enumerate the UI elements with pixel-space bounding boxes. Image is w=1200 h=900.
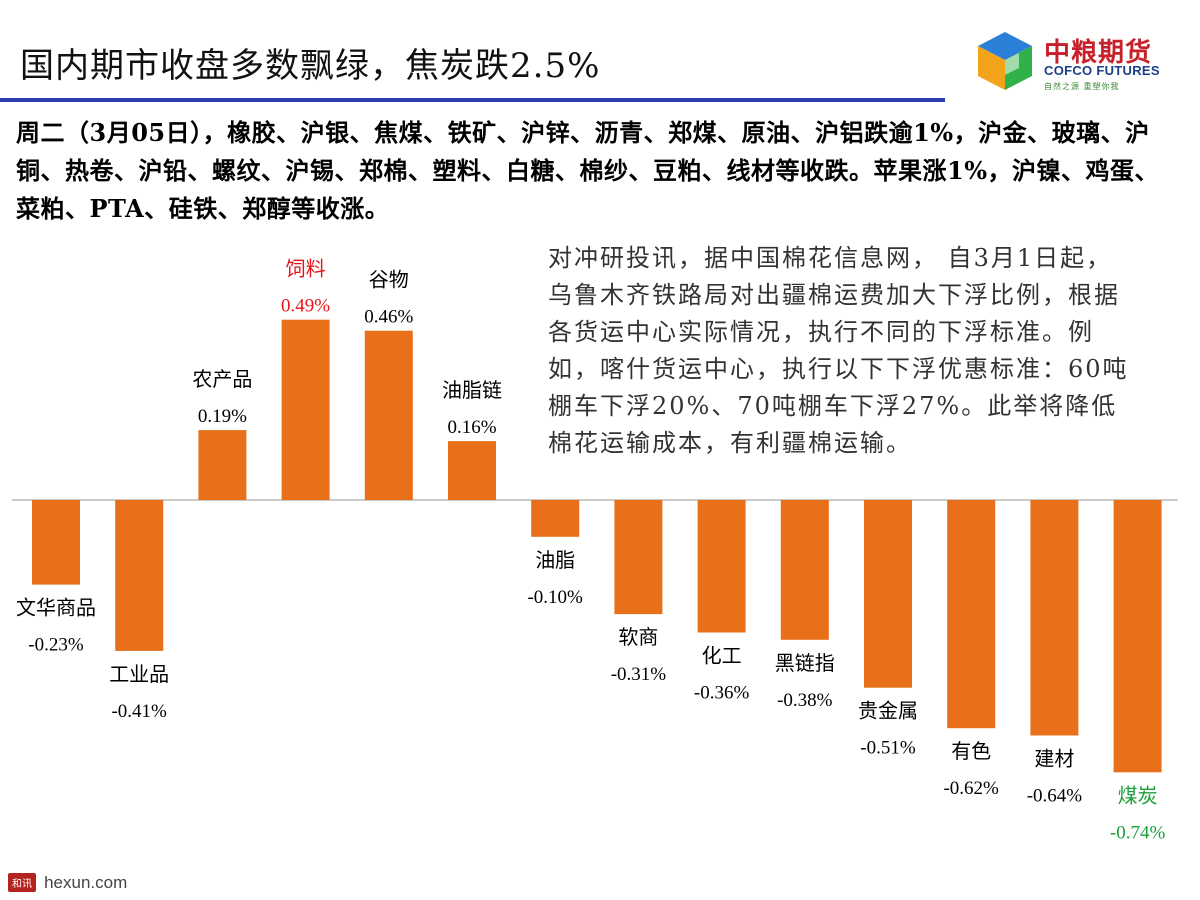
value-label: -0.36% <box>694 683 750 704</box>
category-label: 饲料 <box>286 257 326 281</box>
bar-建材 <box>1030 500 1079 736</box>
value-label: -0.64% <box>1027 786 1083 807</box>
bar-有色 <box>947 500 996 729</box>
value-label: -0.38% <box>777 690 833 711</box>
logo-slogan: 自然之源 重塑你我 <box>1044 82 1120 91</box>
category-label: 文华商品 <box>16 596 96 620</box>
value-label: 0.19% <box>198 406 247 427</box>
category-label: 油脂 <box>535 548 575 572</box>
category-label: 贵金属 <box>858 699 918 723</box>
cofco-logo: 中粮期货 COFCO FUTURES 自然之源 重塑你我 <box>972 28 1182 98</box>
logo-name-cn: 中粮期货 <box>1044 38 1153 68</box>
bar-油脂 <box>531 500 580 537</box>
bar-农产品 <box>198 430 247 500</box>
category-label: 建材 <box>1034 747 1074 771</box>
value-label: -0.51% <box>860 738 916 759</box>
bar-谷物 <box>364 330 413 500</box>
value-label: 0.49% <box>281 296 330 317</box>
bar-文华商品 <box>32 500 80 585</box>
category-label: 谷物 <box>369 268 409 292</box>
footer-watermark: 和讯 hexun.com <box>8 872 127 894</box>
hexun-mark-icon: 和讯 <box>8 873 36 892</box>
bar-贵金属 <box>864 500 912 688</box>
value-label: -0.10% <box>527 587 583 608</box>
category-label: 煤炭 <box>1118 783 1158 807</box>
category-label: 农产品 <box>192 367 252 391</box>
category-label: 油脂链 <box>442 378 502 402</box>
value-label: -0.41% <box>111 701 167 722</box>
bar-工业品 <box>115 500 164 651</box>
value-label: -0.31% <box>611 664 667 685</box>
bar-煤炭 <box>1113 500 1162 773</box>
bar-黑链指 <box>780 500 829 640</box>
logo-name-en: COFCO FUTURES <box>1044 63 1160 78</box>
bar-饲料 <box>281 319 330 500</box>
value-label: 0.16% <box>447 417 496 438</box>
category-label: 工业品 <box>109 662 169 686</box>
category-label: 黑链指 <box>775 651 835 675</box>
page-title: 国内期市收盘多数飘绿，焦炭跌2.5% <box>20 46 601 86</box>
category-label: 化工 <box>702 644 742 668</box>
category-label: 软商 <box>618 625 658 649</box>
category-label: 有色 <box>951 739 991 763</box>
news-text: 对冲研投讯，据中国棉花信息网， 自3月1日起，乌鲁木齐铁路局对出疆棉运费加大下浮… <box>548 244 1129 457</box>
cube-logo-icon <box>978 32 1032 90</box>
bar-软商 <box>614 500 663 615</box>
value-label: -0.74% <box>1110 822 1166 843</box>
value-label: -0.62% <box>943 778 999 799</box>
value-label: -0.23% <box>28 635 84 656</box>
footer-site: hexun.com <box>44 872 128 892</box>
market-summary: 周二（3月05日），橡胶、沪银、焦煤、铁矿、沪锌、沥青、郑煤、原油、沪铝跌逾1%… <box>16 118 1160 223</box>
title-divider <box>0 98 945 102</box>
bar-油脂链 <box>448 441 496 500</box>
bar-化工 <box>697 500 746 633</box>
value-label: 0.46% <box>364 307 413 328</box>
